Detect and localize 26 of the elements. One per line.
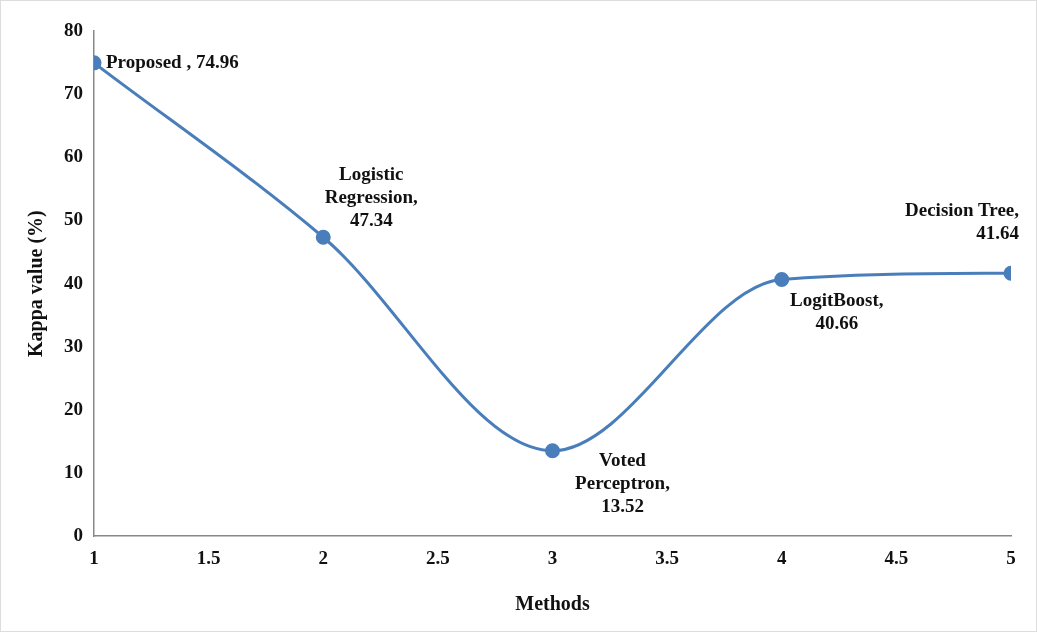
y-tick-label: 50 <box>64 208 83 230</box>
x-tick-label: 5 <box>1006 546 1016 568</box>
annotation: Voted Perceptron, 13.52 <box>575 448 671 516</box>
y-tick-label: 0 <box>73 524 83 546</box>
x-tick-label: 4 <box>777 546 787 568</box>
annotation: Logistic Regression, 47.34 <box>324 163 419 231</box>
x-tick-label: 3 <box>547 546 558 568</box>
annotation: Decision Tree, 41.64 <box>905 199 1020 244</box>
y-tick-label: 60 <box>64 145 83 167</box>
x-tick-label: 2 <box>318 546 328 568</box>
y-tick-label: 80 <box>64 18 83 40</box>
y-tick-label: 10 <box>64 460 83 482</box>
y-tick-label: 20 <box>64 397 83 419</box>
point <box>545 443 560 459</box>
y-tick-label: 30 <box>64 334 83 356</box>
annotation: LogitBoost, 40.66 <box>790 289 884 334</box>
x-axis-title: Methods <box>515 592 590 615</box>
y-axis-title: Kappa value (%) <box>24 210 48 357</box>
x-tick-label: 1.5 <box>196 546 221 568</box>
y-tick-label: 40 <box>64 271 83 293</box>
x-tick-label: 3.5 <box>655 546 679 568</box>
x-tick-label: 1 <box>89 546 99 568</box>
y-tick-label: 70 <box>64 82 83 104</box>
annotation: Proposed , 74.96 <box>106 50 239 72</box>
x-tick-label: 4.5 <box>884 546 909 568</box>
x-tick-label: 2.5 <box>426 546 450 568</box>
